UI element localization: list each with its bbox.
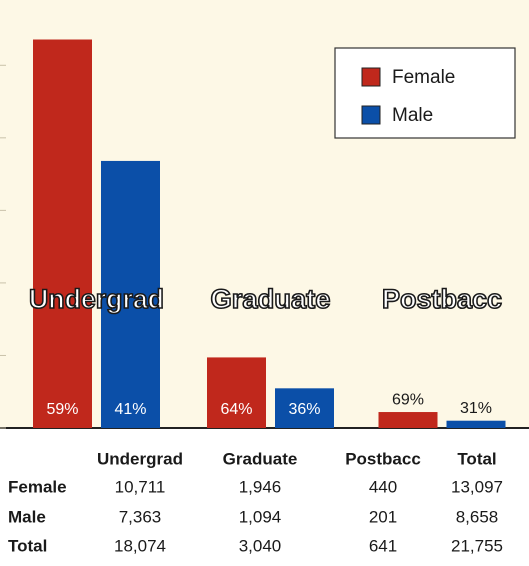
row-label: Male	[8, 507, 46, 526]
percent-label: 36%	[288, 401, 320, 418]
table-cell: 13,097	[451, 477, 503, 496]
bar	[101, 160, 160, 429]
table-cell: 641	[369, 536, 397, 555]
table-header: Undergrad	[97, 449, 183, 468]
row-label: Total	[8, 536, 47, 555]
percent-label: 64%	[220, 401, 252, 418]
bar	[207, 357, 266, 428]
bar	[446, 420, 506, 428]
table-cell: 1,094	[239, 507, 282, 526]
table-cell: 3,040	[239, 536, 282, 555]
percent-label: 31%	[460, 400, 492, 417]
bar	[378, 412, 438, 428]
legend-label: Female	[392, 67, 455, 88]
table-cell: 18,074	[114, 536, 166, 555]
legend-label: Male	[392, 105, 433, 126]
table-cell: 7,363	[119, 507, 162, 526]
category-label: Postbacc	[382, 284, 502, 314]
percent-label: 41%	[114, 401, 146, 418]
table-header: Total	[457, 449, 496, 468]
bar	[33, 39, 92, 428]
legend-swatch	[361, 105, 381, 125]
table-cell: 1,946	[239, 477, 282, 496]
category-label: Undergrad	[29, 284, 164, 314]
table-cell: 440	[369, 477, 397, 496]
table-cell: 8,658	[456, 507, 499, 526]
table-header: Graduate	[223, 449, 298, 468]
legend-swatch	[361, 67, 381, 87]
category-label: Graduate	[211, 284, 331, 314]
percent-label: 69%	[392, 391, 424, 408]
bar	[275, 388, 334, 428]
table-cell: 21,755	[451, 536, 503, 555]
percent-label: 59%	[46, 401, 78, 418]
table-header: Postbacc	[345, 449, 421, 468]
table-cell: 201	[369, 507, 397, 526]
table-cell: 10,711	[115, 477, 166, 496]
row-label: Female	[8, 477, 67, 496]
